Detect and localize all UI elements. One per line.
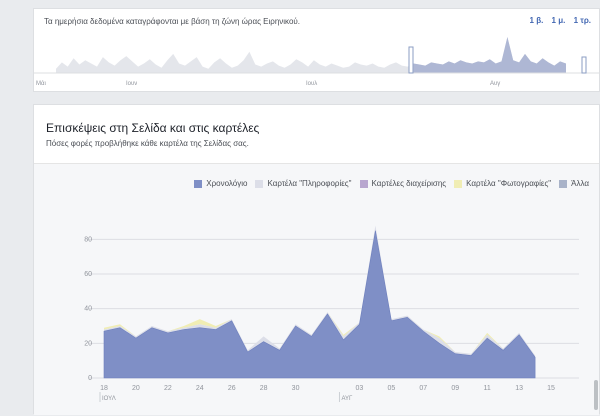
overview-label-aug: Αυγ [490, 81, 500, 87]
visits-area-chart: 0 20 40 60 80 18 20 22 24 26 28 30 03 05 07 09 11 13 15 ΙΟΥ… [84, 225, 579, 402]
y-tick-label: 0 [88, 375, 92, 382]
month-label: ΙΟΥΛ [102, 396, 116, 402]
overview-sparkline[interactable]: Μάι Ιουν Ιουλ Αυγ [34, 19, 599, 93]
x-tick-label: 26 [228, 385, 236, 392]
x-tick-label: 03 [356, 385, 364, 392]
y-tick-label: 60 [84, 271, 92, 278]
date-range-navigator: Τα ημερήσια δεδομένα καταγράφονται με βά… [33, 8, 600, 92]
legend-label-photos: Καρτέλα "Φωτογραφίες" [466, 179, 552, 188]
legend-item-timeline[interactable]: Χρονολόγιο [194, 179, 247, 188]
legend-item-admin[interactable]: Καρτέλες διαχείρισης [359, 179, 447, 188]
overview-label-may: Μάι [36, 80, 46, 87]
legend-label-other: Άλλα [571, 179, 589, 188]
x-tick-label: 15 [547, 385, 555, 392]
x-tick-label: 09 [451, 385, 459, 392]
range-selector: 1 β. 1 μ. 1 τρ. [524, 16, 591, 25]
overview-label-jun: Ιουν [126, 81, 137, 87]
x-tick-label: 28 [260, 385, 268, 392]
range-handle-left[interactable] [408, 46, 414, 74]
x-tick-label: 24 [196, 385, 204, 392]
legend-swatch-other [559, 179, 568, 188]
overview-selected-area [413, 37, 566, 73]
overview-label-jul: Ιουλ [306, 81, 317, 87]
chart-legend: Χρονολόγιο Καρτέλα "Πληροφορίες" Καρτέλε… [194, 179, 589, 188]
range-1-quarter[interactable]: 1 τρ. [573, 16, 591, 25]
legend-swatch-timeline [194, 179, 203, 188]
card-subtitle: Πόσες φορές προβλήθηκε κάθε καρτέλα της … [46, 139, 249, 148]
x-tick-label: 13 [515, 385, 523, 392]
x-tick-label: 05 [387, 385, 395, 392]
x-tick-label: 20 [132, 385, 140, 392]
y-tick-label: 20 [84, 340, 92, 347]
range-1-week[interactable]: 1 β. [529, 16, 544, 25]
legend-label-admin: Καρτέλες διαχείρισης [371, 179, 447, 188]
x-tick-label: 18 [100, 385, 108, 392]
legend-label-timeline: Χρονολόγιο [206, 179, 248, 188]
legend-item-other[interactable]: Άλλα [559, 179, 589, 188]
range-1-month[interactable]: 1 μ. [551, 16, 566, 25]
legend-swatch-admin [359, 179, 368, 188]
x-tick-label: 07 [419, 385, 427, 392]
page-tab-visits-card: Επισκέψεις στη Σελίδα και στις καρτέλες … [33, 104, 600, 415]
page-scrollbar[interactable] [594, 380, 598, 410]
legend-label-info: Καρτέλα "Πληροφορίες" [267, 179, 352, 188]
card-title: Επισκέψεις στη Σελίδα και στις καρτέλες [46, 121, 260, 135]
range-handle-right[interactable] [581, 56, 587, 74]
x-tick-label: 22 [164, 385, 172, 392]
x-tick-label: 11 [484, 385, 491, 392]
y-tick-label: 40 [84, 306, 92, 313]
x-tick-label: 30 [292, 385, 300, 392]
legend-item-photos[interactable]: Καρτέλα "Φωτογραφίες" [454, 179, 551, 188]
legend-swatch-info [255, 179, 264, 188]
timezone-note: Τα ημερήσια δεδομένα καταγράφονται με βά… [44, 17, 300, 26]
series-timeline[interactable] [103, 230, 536, 379]
legend-item-info[interactable]: Καρτέλα "Πληροφορίες" [255, 179, 352, 188]
chart-container: 0 20 40 60 80 18 20 22 24 26 28 30 03 05 07 09 11 13 15 ΙΟΥ… [34, 163, 599, 415]
month-label: ΑΥΓ [341, 396, 353, 402]
legend-swatch-photos [454, 179, 463, 188]
y-tick-label: 80 [84, 236, 92, 243]
